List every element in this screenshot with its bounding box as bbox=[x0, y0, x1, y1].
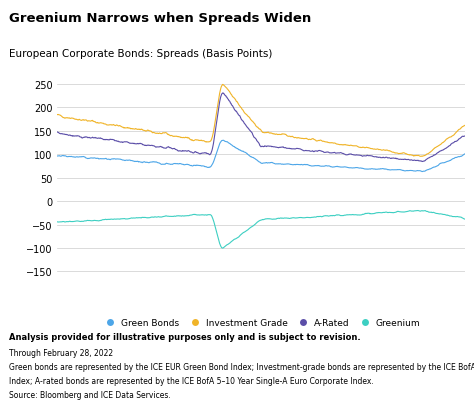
Text: Through February 28, 2022: Through February 28, 2022 bbox=[9, 348, 114, 357]
Text: Greenium Narrows when Spreads Widen: Greenium Narrows when Spreads Widen bbox=[9, 12, 312, 25]
Text: Source: Bloomberg and ICE Data Services.: Source: Bloomberg and ICE Data Services. bbox=[9, 390, 171, 399]
Text: Green bonds are represented by the ICE EUR Green Bond Index; Investment-grade bo: Green bonds are represented by the ICE E… bbox=[9, 362, 474, 371]
Text: European Corporate Bonds: Spreads (Basis Points): European Corporate Bonds: Spreads (Basis… bbox=[9, 49, 273, 59]
Text: Index; A-rated bonds are represented by the ICE BofA 5–10 Year Single-A Euro Cor: Index; A-rated bonds are represented by … bbox=[9, 376, 374, 385]
Text: 2022: 2022 bbox=[430, 290, 457, 300]
Legend: Green Bonds, Investment Grade, A-Rated, Greenium: Green Bonds, Investment Grade, A-Rated, … bbox=[98, 314, 424, 330]
Text: 2019: 2019 bbox=[44, 290, 70, 300]
Text: 2021: 2021 bbox=[301, 290, 328, 300]
Text: 2020: 2020 bbox=[173, 290, 199, 300]
Text: Analysis provided for illustrative purposes only and is subject to revision.: Analysis provided for illustrative purpo… bbox=[9, 332, 361, 341]
